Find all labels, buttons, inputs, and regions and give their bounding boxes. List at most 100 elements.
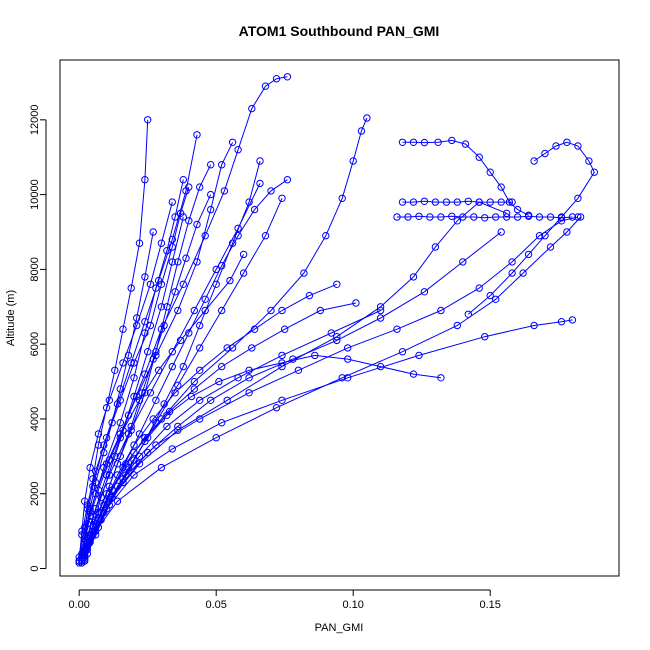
data-point: [245, 389, 253, 397]
data-point: [398, 198, 407, 206]
data-point: [141, 434, 149, 442]
data-point: [250, 325, 259, 333]
x-axis-label: PAN_GMI: [315, 622, 364, 634]
data-point: [207, 161, 215, 169]
data-point: [333, 336, 341, 345]
data-point: [218, 262, 226, 270]
data-point: [168, 348, 177, 356]
data-point: [349, 157, 357, 165]
data-point: [163, 411, 171, 419]
data-point: [404, 213, 412, 221]
data-point: [535, 232, 544, 240]
data-point: [415, 212, 423, 221]
data-point: [171, 389, 179, 397]
profile-series: [398, 136, 533, 219]
data-point: [144, 348, 152, 356]
data-point: [149, 415, 157, 423]
data-point: [135, 239, 144, 247]
data-point: [546, 243, 555, 251]
data-point: [431, 243, 440, 251]
data-point: [508, 258, 516, 266]
data-point: [530, 321, 538, 330]
data-point: [113, 471, 122, 479]
series-line: [81, 179, 184, 554]
data-point: [108, 419, 116, 427]
data-point: [190, 377, 199, 386]
x-tick-label: 0.15: [479, 599, 500, 611]
profile-series: [398, 197, 516, 206]
data-point: [141, 318, 149, 326]
data-point: [338, 374, 346, 382]
data-point: [105, 396, 114, 404]
data-point: [300, 269, 308, 277]
data-point: [448, 136, 456, 145]
data-point: [207, 396, 215, 404]
data-point: [146, 280, 155, 288]
data-point: [141, 389, 149, 397]
data-point: [102, 404, 111, 412]
data-point: [196, 344, 204, 352]
data-point: [239, 269, 248, 277]
series-line: [78, 186, 190, 558]
data-point: [568, 316, 577, 324]
data-point: [461, 140, 470, 148]
data-point: [81, 497, 89, 505]
data-point: [305, 291, 314, 300]
data-point: [234, 146, 242, 154]
data-point: [590, 168, 598, 176]
data-point: [141, 176, 149, 184]
data-point: [160, 400, 168, 408]
data-point: [344, 374, 352, 382]
data-point: [245, 198, 253, 206]
data-point: [546, 213, 555, 221]
data-point: [470, 213, 478, 221]
x-tick-label: 0.00: [68, 599, 89, 611]
data-point: [157, 280, 166, 288]
data-point: [557, 213, 566, 221]
data-point: [497, 198, 505, 206]
data-point: [524, 250, 533, 259]
data-point: [409, 198, 418, 206]
data-point: [154, 366, 163, 374]
data-point: [113, 497, 122, 505]
data-point: [459, 213, 467, 221]
chart-title: ATOM1 Southbound PAN_GMI: [239, 23, 440, 39]
data-point: [144, 116, 152, 124]
data-point: [220, 187, 229, 195]
data-point: [426, 213, 434, 221]
profile-series: [393, 212, 577, 222]
data-point: [190, 306, 199, 315]
data-point: [486, 291, 494, 300]
data-point: [116, 434, 125, 442]
data-point: [437, 306, 445, 315]
data-point: [218, 419, 226, 427]
data-point: [316, 306, 324, 315]
data-point: [171, 288, 179, 296]
data-point: [409, 138, 418, 147]
data-point: [250, 205, 259, 214]
data-point: [492, 295, 500, 303]
data-point: [223, 344, 231, 352]
data-point: [179, 280, 188, 288]
data-point: [176, 336, 185, 345]
data-point: [193, 131, 201, 139]
series-line: [402, 200, 513, 203]
data-point: [333, 280, 341, 288]
data-point: [338, 194, 346, 203]
data-point: [102, 490, 111, 498]
data-point: [168, 362, 177, 371]
data-point: [124, 351, 133, 360]
series-line: [81, 231, 154, 560]
data-point: [89, 527, 97, 535]
data-point: [475, 284, 483, 292]
data-point: [146, 389, 155, 397]
data-point: [475, 198, 483, 206]
data-point: [133, 314, 141, 322]
data-point: [152, 396, 160, 404]
data-point: [174, 381, 182, 389]
data-point: [486, 168, 494, 176]
data-point: [94, 486, 103, 494]
data-point: [94, 430, 103, 438]
x-axis: 0.00 0.05 0.10 0.15: [68, 589, 501, 611]
